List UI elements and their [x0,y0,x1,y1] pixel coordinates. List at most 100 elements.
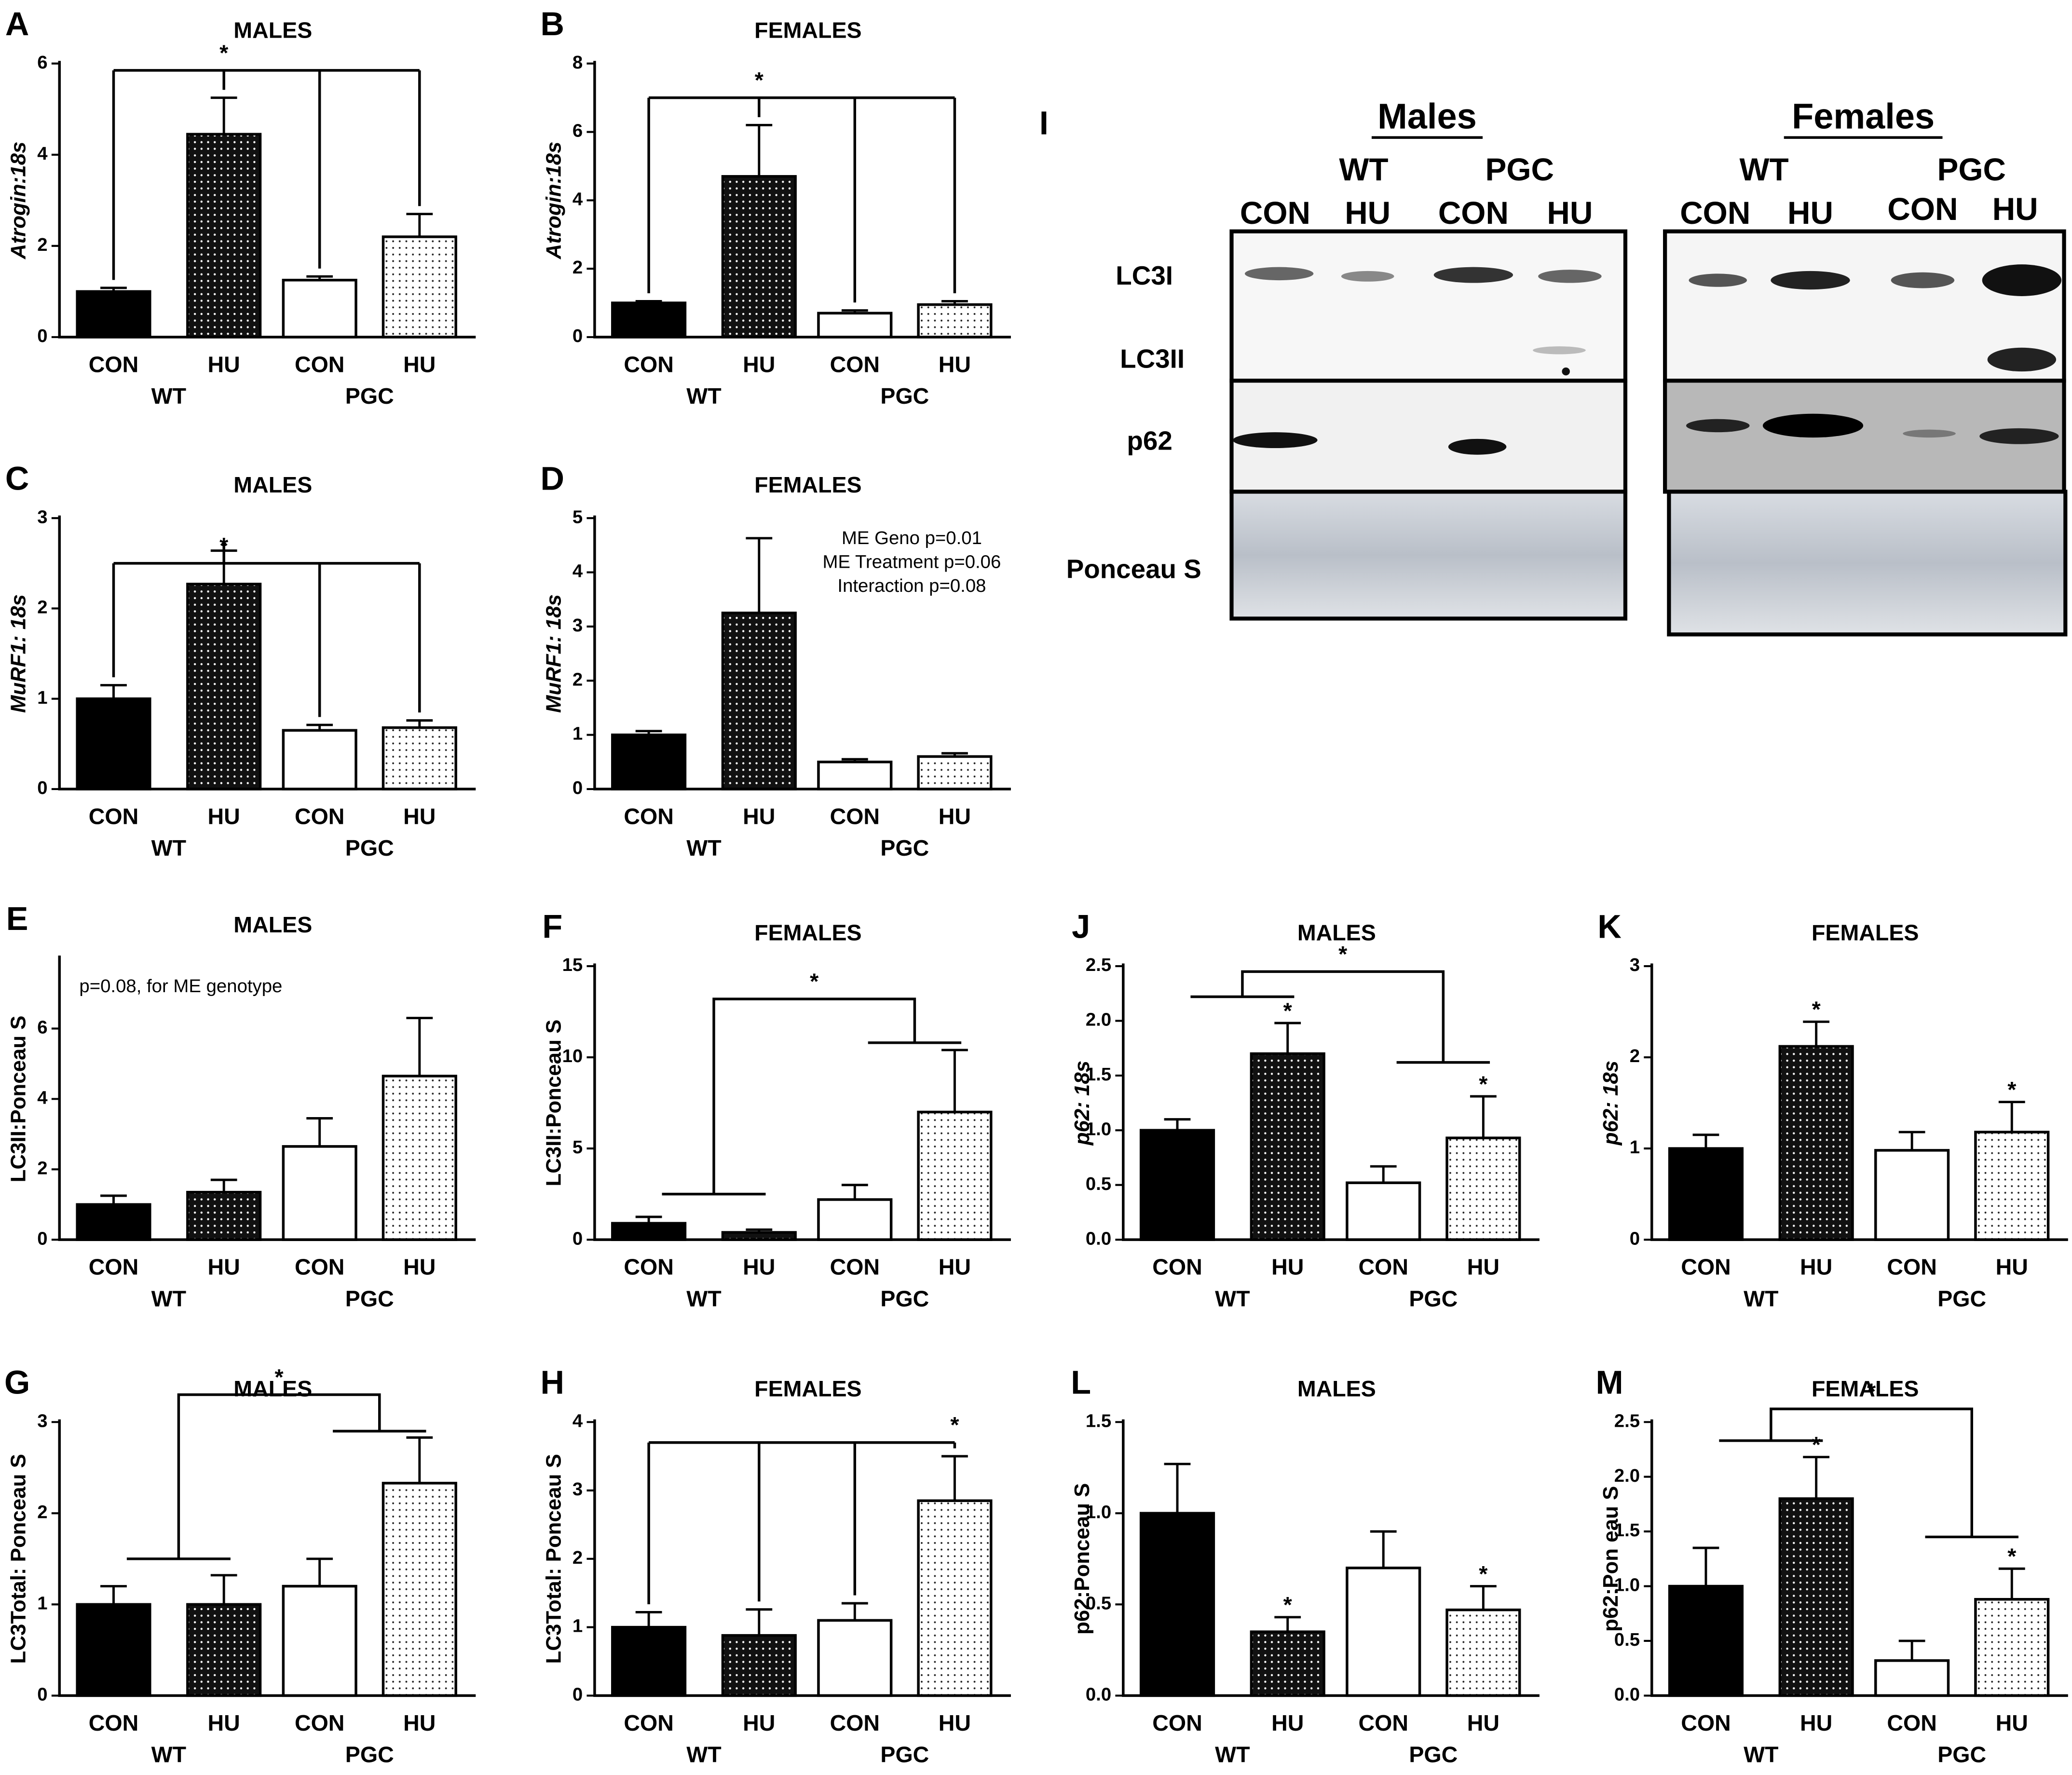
error-bar [1370,1530,1397,1568]
bar [76,697,151,791]
bar-chart: K FEMALES p62: 18s 0 1 2 3 CON HU * CON HU * WT PGC [1597,908,2068,1311]
y-axis-label: p62: 18s [1070,1061,1094,1146]
bar [1874,1149,1950,1241]
group-label: WT [686,1286,721,1311]
row-label: p62 [1127,426,1172,456]
bar [1874,1659,1950,1697]
x-tick-label: HU [1467,1255,1499,1280]
bar [611,1222,687,1241]
error-bar [746,537,773,613]
treatment-label: HU [1547,195,1593,231]
x-tick-label: CON [295,804,344,829]
annotation: p=0.08, for ME genotype [79,976,282,997]
bar [382,726,457,791]
y-tick-label: 1.5 [1086,1410,1111,1431]
significance-bracket [1190,970,1490,1064]
annotation: ME Geno p=0.01 [842,528,982,548]
x-tick-label: HU [403,1710,436,1735]
group-label: PGC [1937,1742,1986,1767]
bar [917,303,993,339]
panel-letter: C [5,460,29,497]
bar-chart: D FEMALES MuRF1: 18s 0 1 2 3 4 5 CON HU CON HU WT PGC M… [541,460,1011,860]
y-tick-label: 0 [37,326,47,346]
axes [1650,963,2068,1241]
panel-letter: K [1597,908,1621,945]
row-label: Ponceau S [1066,554,1201,584]
x-tick-label: CON [624,352,673,377]
y-tick-label: 3 [37,1410,47,1431]
bar [76,290,151,339]
y-tick-label: 4 [573,561,583,582]
y-tick-label: 2 [573,669,583,690]
error-bar [1164,1462,1191,1514]
bar [1974,1131,2050,1241]
y-tick-label: 1.0 [1086,1119,1111,1139]
group-label: WT [686,1742,721,1767]
annotation: ME Treatment p=0.06 [823,552,1001,573]
bar [611,733,687,791]
bar-chart: G MALES LC3Total: Ponceau S 0 1 2 3 CON HU CON HU W… [4,1364,476,1767]
bar [186,133,262,339]
x-tick-label: HU [403,352,436,377]
significance-star: * [275,1365,284,1390]
error-bar [406,1436,433,1483]
bar-chart: A MALES Atrogin:18s 0 2 4 6 CON HU CON HU WT PGC * [5,5,476,409]
y-tick-label: 4 [37,1087,48,1108]
x-tick-label: CON [624,804,673,829]
y-tick-label: 0.5 [1086,1174,1111,1194]
y-tick-label: 1.5 [1086,1064,1111,1085]
bar [1778,1045,1854,1241]
group-label: WT [686,835,721,860]
bar [1346,1181,1421,1241]
axes [1122,963,1540,1241]
x-tick-label: HU [1996,1710,2028,1735]
bar [1139,1512,1215,1697]
error-bar [406,213,433,237]
y-tick-label: 0 [573,778,583,798]
error-bar [1692,1546,1719,1586]
error-bar [1470,1095,1497,1138]
x-tick-label: HU [743,1710,775,1735]
axes [58,515,476,791]
y-tick-label: 0.5 [1614,1629,1640,1650]
bar-chart: E MALES LC3II:Ponceau S 0 2 4 6 CON HU CON HU WT PGC… [6,900,476,1311]
panel-letter: A [5,5,29,42]
bar [1445,1136,1521,1241]
blot-group-title: Males [1377,96,1477,136]
x-tick-label: CON [830,1255,880,1280]
significance-star: * [755,68,764,93]
x-tick-label: CON [1152,1710,1202,1735]
row-label: LC3II [1120,344,1185,374]
bar [382,235,457,339]
group-label: PGC [345,1742,394,1767]
y-tick-label: 4 [573,1410,583,1431]
bar [282,729,357,791]
bar-chart: B FEMALES Atrogin:18s 0 2 4 6 8 CON HU CON HU WT PGC * [541,5,1011,409]
x-tick-label: HU [939,352,971,377]
x-tick-label: CON [89,352,138,377]
y-tick-label: 6 [37,1017,47,1038]
y-axis-label: Atrogin:18s [542,142,565,260]
bar [76,1603,151,1697]
bar [186,1190,262,1241]
bar [282,1145,357,1241]
x-tick-label: CON [830,352,880,377]
bar-chart: J MALES p62: 18s 0.0 0.5 1.0 1.5 2.0 2.5 CON HU * CO… [1070,908,1540,1311]
bar [721,175,797,339]
y-tick-label: 15 [562,955,583,975]
axes [593,61,1011,339]
y-tick-label: 0 [1630,1228,1640,1249]
bar [1668,1584,1744,1697]
y-tick-label: 5 [573,1137,583,1158]
y-tick-label: 2 [37,1158,47,1178]
x-tick-label: HU [1271,1255,1304,1280]
x-tick-label: CON [1358,1255,1408,1280]
treatment-label: CON [1680,195,1750,231]
treatment-label: HU [1992,191,2038,227]
y-tick-label: 6 [37,52,47,73]
bar [917,1110,993,1241]
genotype-label: PGC [1937,151,2006,187]
y-tick-label: 1 [573,724,583,744]
significance-star: * [2007,1077,2017,1102]
significance-bracket [112,69,421,280]
